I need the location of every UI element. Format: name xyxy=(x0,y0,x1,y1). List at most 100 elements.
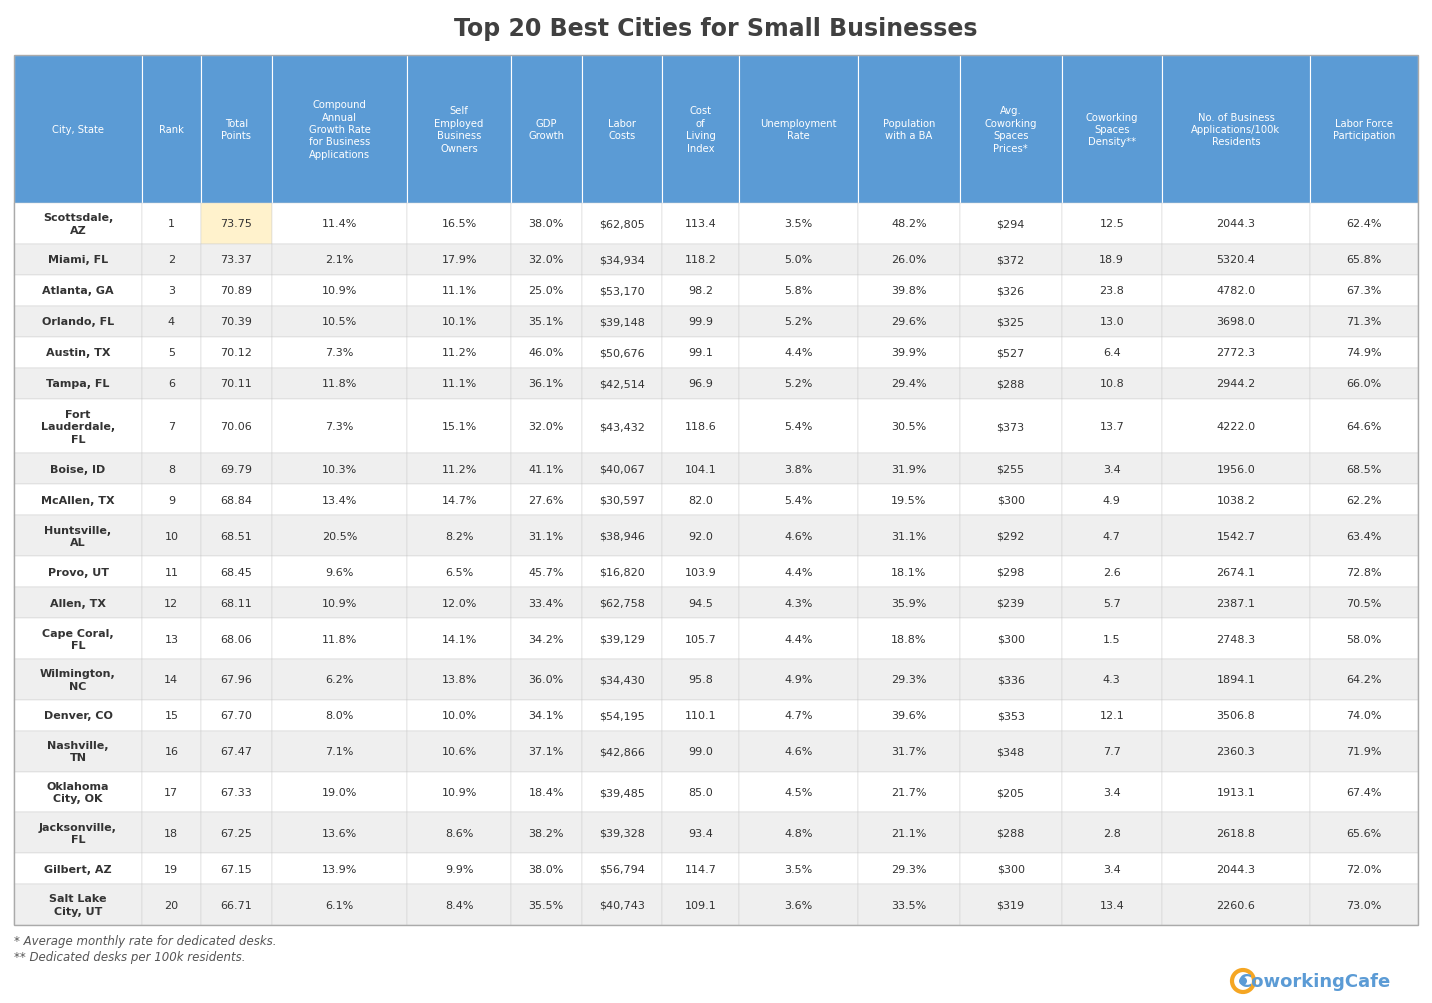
Bar xyxy=(200,619,272,659)
Bar xyxy=(14,588,142,619)
Text: 8: 8 xyxy=(168,464,175,474)
Text: 9.6%: 9.6% xyxy=(325,568,354,577)
Bar xyxy=(14,619,142,659)
Bar xyxy=(14,454,142,484)
Text: Population
with a BA: Population with a BA xyxy=(882,118,935,141)
Bar xyxy=(1310,245,1418,276)
Bar xyxy=(581,399,662,454)
Bar xyxy=(200,731,272,772)
Text: Coworking
Spaces
Density**: Coworking Spaces Density** xyxy=(1085,112,1138,147)
Text: 118.6: 118.6 xyxy=(684,422,716,431)
Text: 95.8: 95.8 xyxy=(689,675,713,685)
Text: 72.8%: 72.8% xyxy=(1346,568,1382,577)
Text: 1913.1: 1913.1 xyxy=(1217,787,1256,797)
Text: $288: $288 xyxy=(997,828,1025,838)
Bar xyxy=(408,369,511,399)
Bar xyxy=(1310,557,1418,588)
Text: 65.6%: 65.6% xyxy=(1346,828,1382,838)
Bar xyxy=(959,338,1061,369)
Text: 20: 20 xyxy=(165,900,179,910)
Text: 34.2%: 34.2% xyxy=(528,634,564,644)
Text: $39,328: $39,328 xyxy=(599,828,644,838)
Bar xyxy=(408,731,511,772)
Bar xyxy=(1161,731,1310,772)
Bar xyxy=(1161,772,1310,812)
Text: Nashville,
TN: Nashville, TN xyxy=(47,740,109,762)
Text: 6: 6 xyxy=(168,379,175,389)
Bar xyxy=(272,812,408,854)
Text: 4.4%: 4.4% xyxy=(785,634,813,644)
Bar xyxy=(408,484,511,516)
Bar xyxy=(1161,338,1310,369)
Bar xyxy=(142,854,200,885)
Bar xyxy=(662,812,739,854)
Bar xyxy=(662,772,739,812)
Text: 4.7%: 4.7% xyxy=(785,711,813,721)
Bar xyxy=(272,700,408,731)
Text: Rank: Rank xyxy=(159,125,183,134)
Bar xyxy=(959,56,1061,204)
Text: $325: $325 xyxy=(997,317,1025,327)
Bar xyxy=(511,454,581,484)
Bar xyxy=(959,307,1061,338)
Text: 7.3%: 7.3% xyxy=(325,422,354,431)
Bar xyxy=(858,619,959,659)
Text: Self
Employed
Business
Owners: Self Employed Business Owners xyxy=(434,106,484,153)
Text: 13.9%: 13.9% xyxy=(322,864,357,874)
Bar xyxy=(408,619,511,659)
Bar xyxy=(581,454,662,484)
Text: $42,514: $42,514 xyxy=(599,379,644,389)
Text: 8.4%: 8.4% xyxy=(445,900,474,910)
Text: 31.1%: 31.1% xyxy=(891,532,927,542)
Bar xyxy=(1161,557,1310,588)
Bar xyxy=(581,56,662,204)
Bar xyxy=(142,484,200,516)
Text: Compound
Annual
Growth Rate
for Business
Applications: Compound Annual Growth Rate for Business… xyxy=(309,100,371,159)
Bar xyxy=(14,772,142,812)
Text: 73.0%: 73.0% xyxy=(1346,900,1382,910)
Bar xyxy=(1310,56,1418,204)
Text: 16.5%: 16.5% xyxy=(441,220,477,229)
Text: 85.0: 85.0 xyxy=(689,787,713,797)
Bar xyxy=(200,484,272,516)
Bar xyxy=(959,854,1061,885)
Text: Fort
Lauderdale,
FL: Fort Lauderdale, FL xyxy=(42,409,115,444)
Bar xyxy=(1061,885,1161,925)
Bar xyxy=(272,338,408,369)
Text: 4.3%: 4.3% xyxy=(785,598,813,608)
Text: 35.5%: 35.5% xyxy=(528,900,564,910)
Text: 3.4: 3.4 xyxy=(1103,464,1121,474)
Bar xyxy=(959,454,1061,484)
Text: 4.6%: 4.6% xyxy=(785,746,813,756)
Text: 70.06: 70.06 xyxy=(221,422,252,431)
Bar xyxy=(200,454,272,484)
Text: 2944.2: 2944.2 xyxy=(1216,379,1256,389)
Bar xyxy=(408,557,511,588)
Bar xyxy=(14,56,142,204)
Text: 39.9%: 39.9% xyxy=(891,348,927,358)
Text: 96.9: 96.9 xyxy=(689,379,713,389)
Text: 62.2%: 62.2% xyxy=(1346,495,1382,506)
Text: 18.4%: 18.4% xyxy=(528,787,564,797)
Bar xyxy=(662,854,739,885)
Bar xyxy=(200,812,272,854)
Bar xyxy=(1161,659,1310,700)
Bar xyxy=(200,204,272,245)
Bar xyxy=(200,700,272,731)
Bar xyxy=(408,516,511,557)
Bar xyxy=(14,399,142,454)
Text: 3.5%: 3.5% xyxy=(785,220,813,229)
Text: 4.7: 4.7 xyxy=(1103,532,1121,542)
Text: Miami, FL: Miami, FL xyxy=(47,255,107,265)
Bar xyxy=(511,731,581,772)
Text: Cost
of
Living
Index: Cost of Living Index xyxy=(686,106,716,153)
Bar xyxy=(581,588,662,619)
Bar xyxy=(581,307,662,338)
Text: 71.3%: 71.3% xyxy=(1346,317,1382,327)
Bar xyxy=(1161,276,1310,307)
Bar xyxy=(511,369,581,399)
Text: Atlanta, GA: Atlanta, GA xyxy=(42,286,113,296)
Bar xyxy=(1061,812,1161,854)
Bar xyxy=(1061,731,1161,772)
Bar xyxy=(272,516,408,557)
